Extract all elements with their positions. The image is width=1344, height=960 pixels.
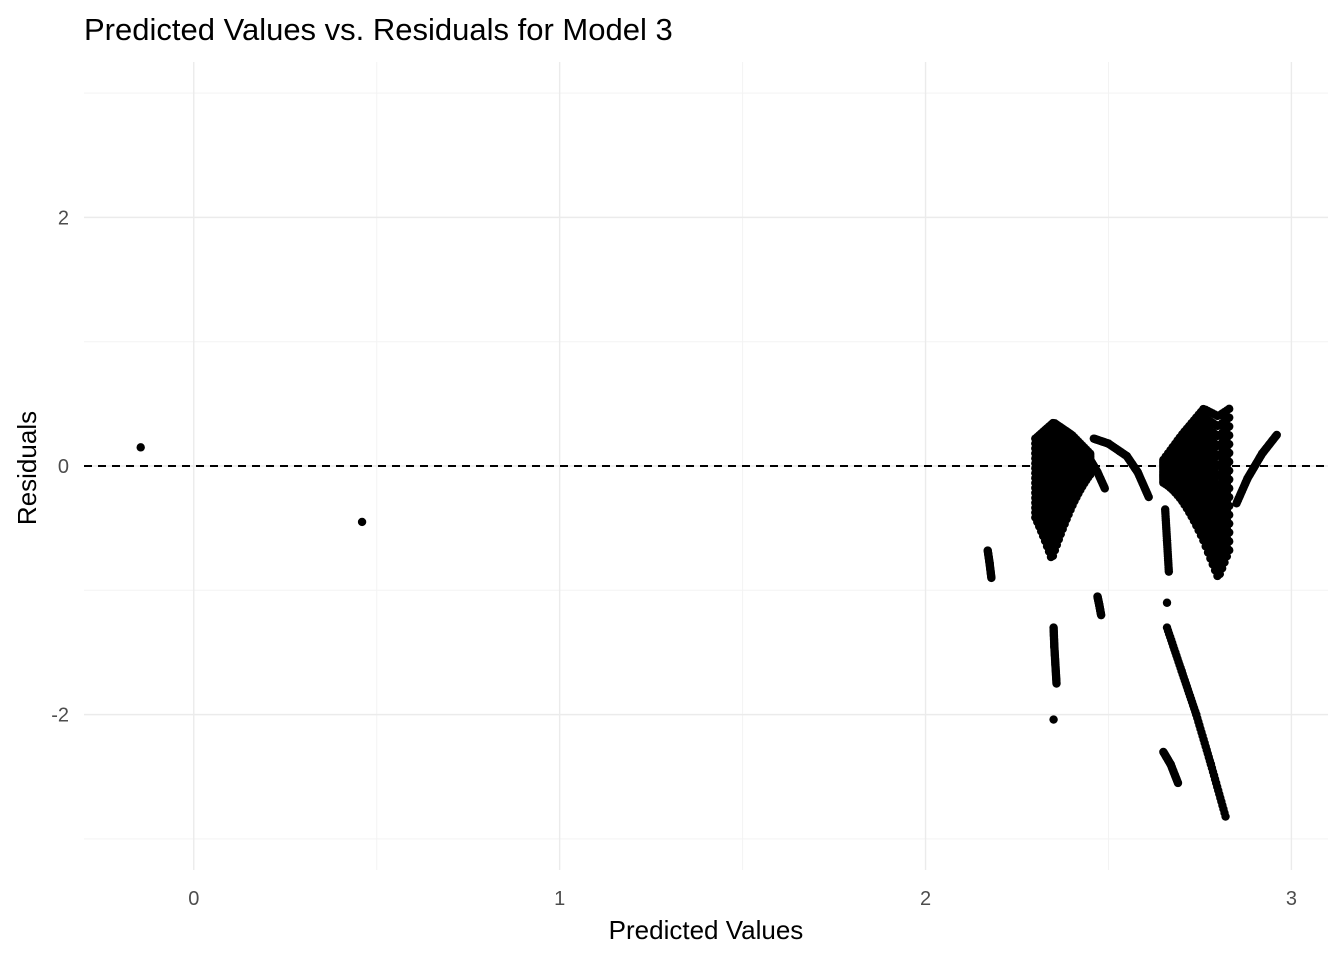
residual-point: [1052, 679, 1061, 688]
isolated-point: [1049, 715, 1058, 724]
residual-point: [1225, 501, 1234, 511]
residual-point: [1225, 422, 1234, 431]
chart-title: Predicted Values vs. Residuals for Model…: [84, 12, 673, 47]
residual-point: [1225, 431, 1234, 440]
isolated-point: [136, 443, 145, 452]
residual-point: [1225, 528, 1234, 537]
x-axis-title: Predicted Values: [609, 915, 804, 945]
residual-point: [1144, 492, 1153, 502]
residual-point: [1225, 537, 1234, 546]
residual-point: [1272, 430, 1281, 440]
residual-point: [1225, 404, 1234, 414]
residual-point: [1225, 466, 1234, 475]
y-tick-label: 2: [58, 207, 69, 229]
residual-point: [1225, 448, 1234, 458]
residual-point: [987, 573, 996, 583]
x-tick-label: 0: [188, 888, 199, 910]
residual-point: [1164, 567, 1174, 576]
residual-point: [1221, 812, 1230, 821]
isolated-point: [1162, 598, 1172, 607]
residual-point: [1173, 778, 1183, 788]
x-tick-label: 1: [554, 888, 565, 910]
tick-labels: 0 1 2 3 -2 0 2: [51, 207, 1297, 910]
residual-point: [1225, 519, 1234, 528]
y-tick-label: -2: [51, 705, 69, 727]
residual-point: [1100, 484, 1110, 493]
residual-point: [1225, 475, 1234, 484]
residual-point: [1085, 449, 1095, 458]
x-tick-label: 2: [920, 888, 931, 910]
x-tick-label: 3: [1286, 888, 1297, 910]
residual-point: [1225, 492, 1234, 502]
residual-point: [1096, 610, 1106, 620]
residual-point: [1225, 413, 1234, 422]
residual-point: [1225, 510, 1234, 520]
data-points: [136, 404, 1281, 821]
isolated-point: [357, 517, 367, 527]
y-tick-label: 0: [58, 456, 69, 478]
residual-point: [1225, 457, 1234, 467]
residual-point: [1225, 545, 1234, 555]
y-axis-title: Residuals: [12, 411, 42, 525]
residual-point: [1225, 439, 1234, 449]
residual-point: [1225, 484, 1234, 493]
